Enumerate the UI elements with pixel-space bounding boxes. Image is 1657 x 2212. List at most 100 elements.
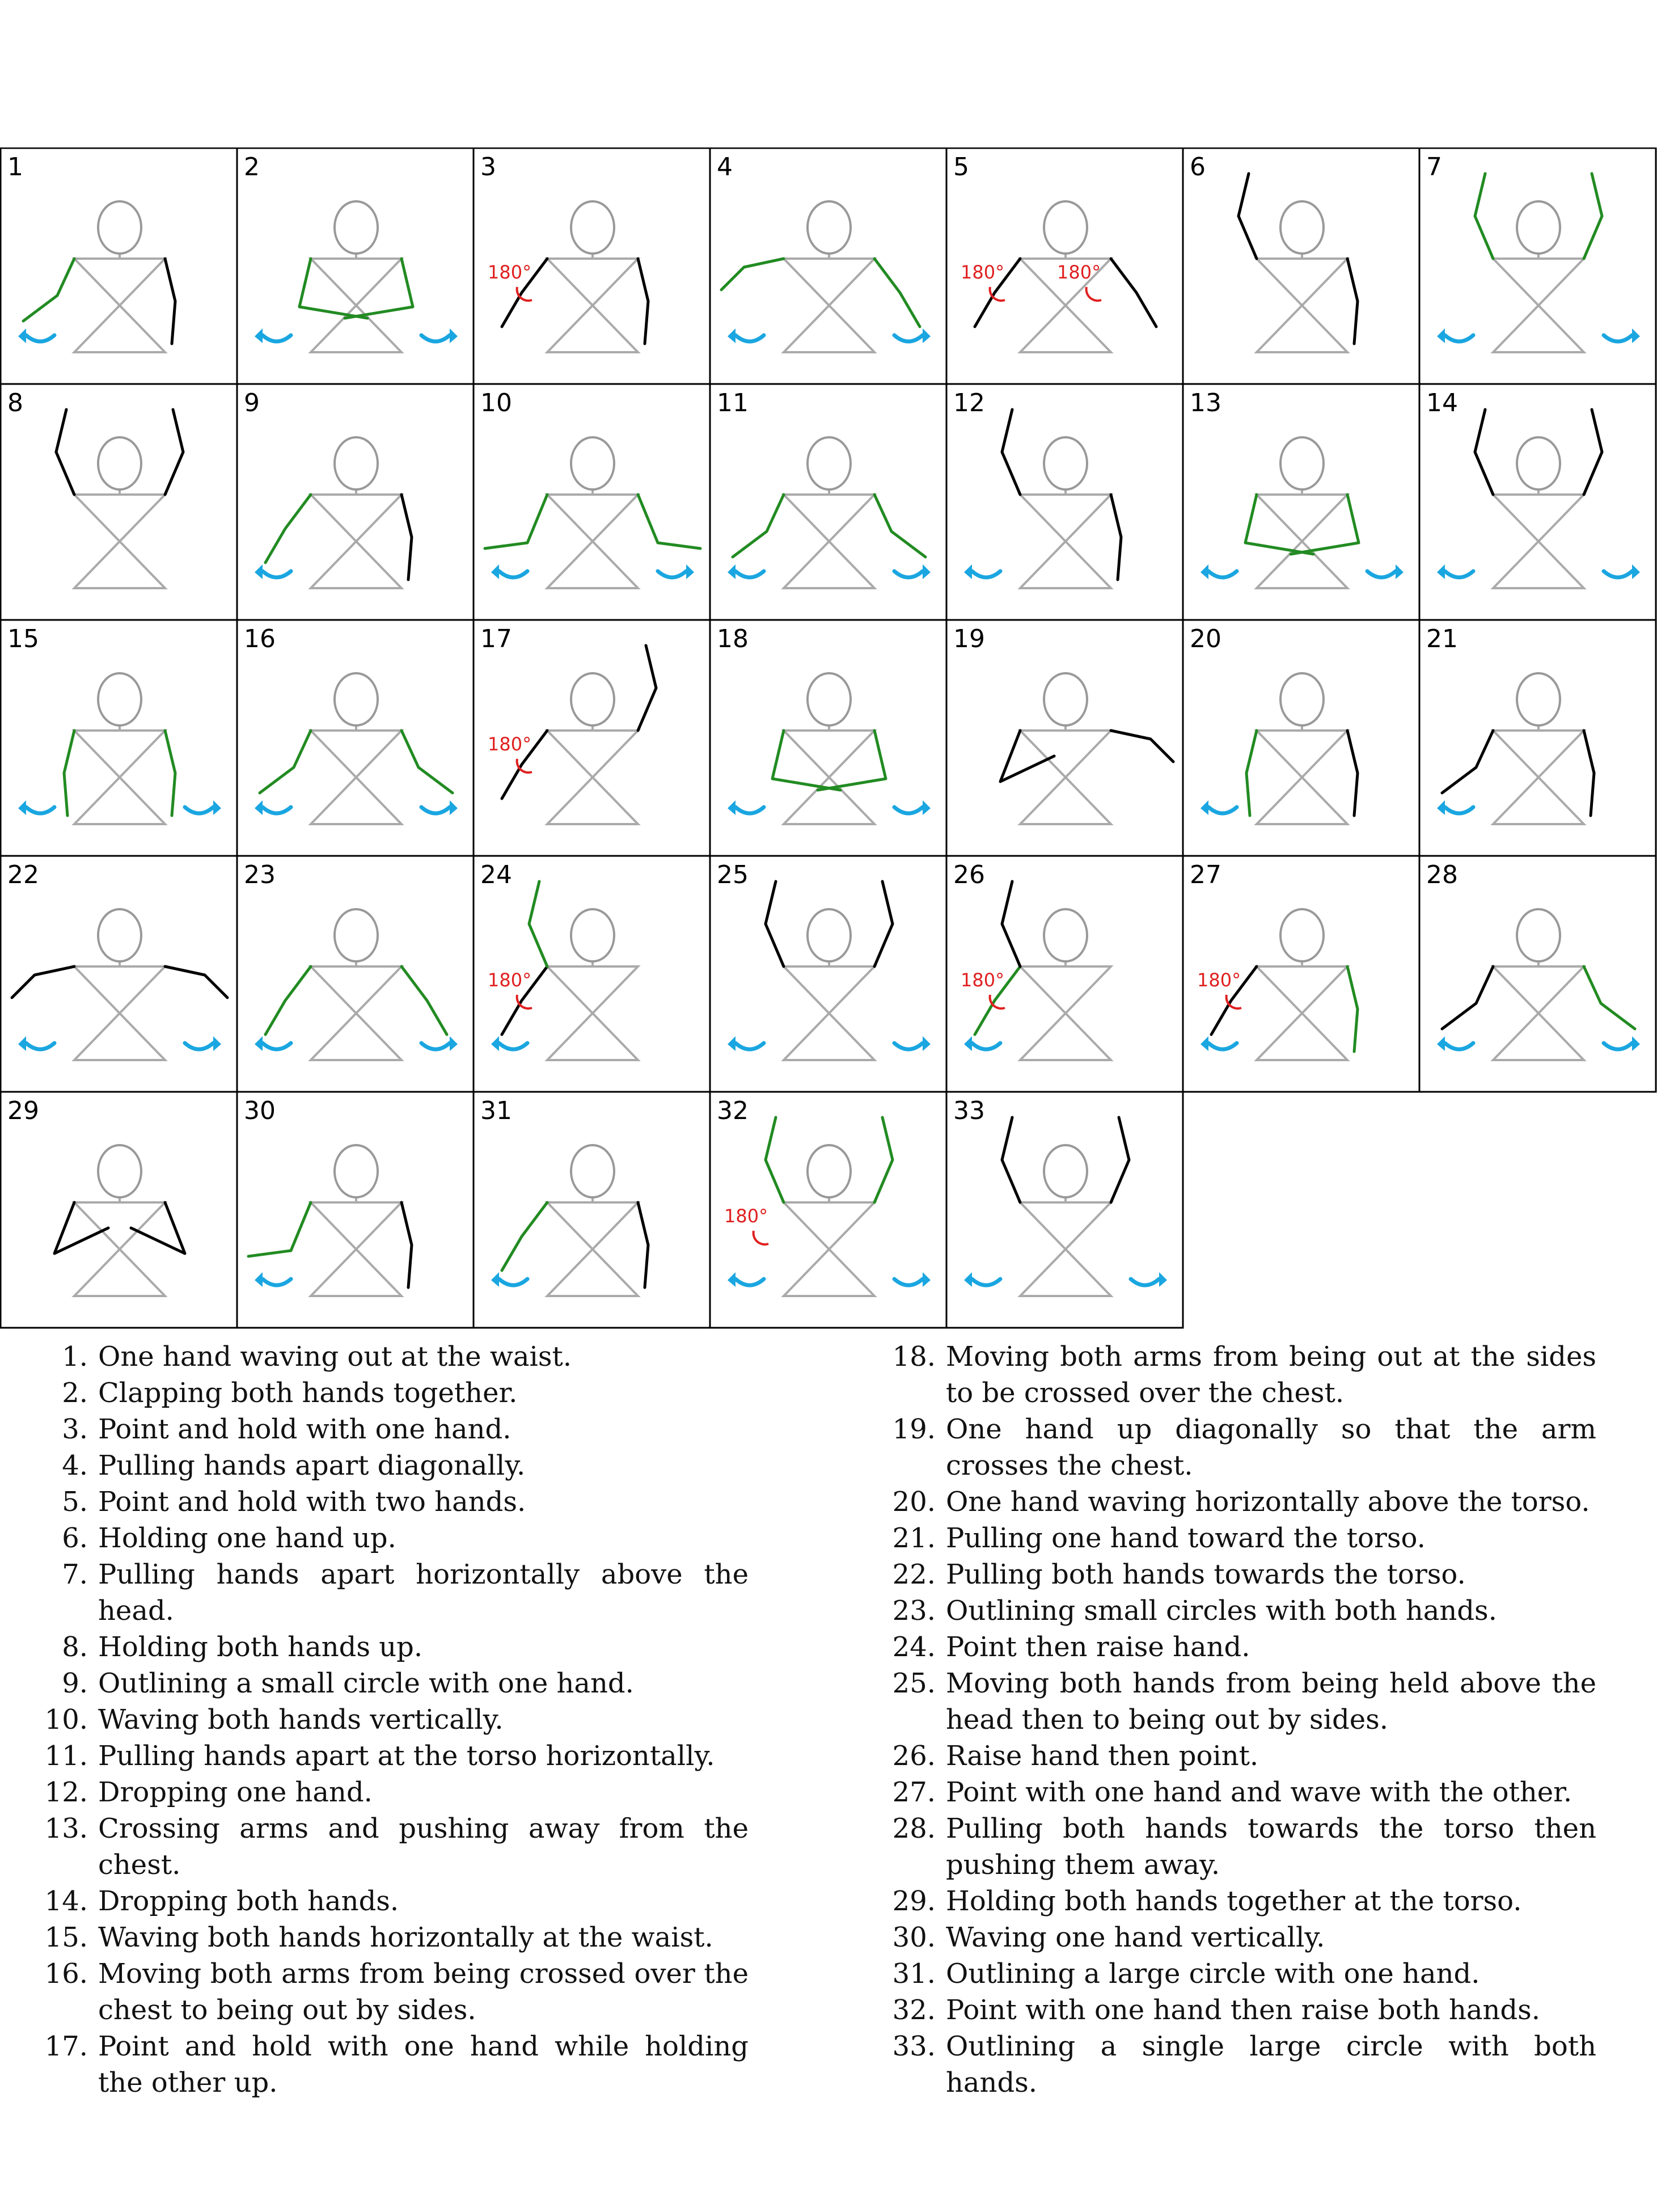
cell-number: 8 xyxy=(7,389,23,417)
cell-border xyxy=(1,620,237,856)
cell-border xyxy=(1183,620,1419,856)
caption-item: 4. Pulling hands apart diagonally. xyxy=(34,1447,749,1484)
caption-number: 14. xyxy=(34,1883,98,1919)
caption-text: Raise hand then point. xyxy=(946,1738,1596,1774)
captions-right-column: 18. Moving both arms from being out at th… xyxy=(882,1339,1596,2101)
caption-text: Waving one hand vertically. xyxy=(946,1919,1596,1956)
caption-item: 31. Outlining a large circle with one han… xyxy=(882,1956,1596,1992)
gesture-cell: 18 xyxy=(710,620,946,856)
figure-head xyxy=(335,201,378,254)
caption-item: 17. Point and hold with one hand while ho… xyxy=(34,2028,749,2101)
caption-number: 3. xyxy=(34,1411,98,1447)
caption-text: Outlining small circles with both hands. xyxy=(946,1593,1596,1629)
caption-item: 5. Point and hold with two hands. xyxy=(34,1484,749,1520)
cell-border xyxy=(1419,856,1656,1092)
cell-number: 30 xyxy=(244,1096,276,1125)
cell-number: 33 xyxy=(953,1096,985,1125)
caption-text: Pulling both hands towards the torso. xyxy=(946,1556,1596,1593)
caption-item: 8. Holding both hands up. xyxy=(34,1629,749,1665)
caption-text: Point with one hand then raise both hand… xyxy=(946,1992,1596,2028)
figure-head xyxy=(571,673,614,725)
caption-number: 7. xyxy=(34,1556,98,1629)
figure-head xyxy=(1044,1145,1087,1197)
caption-number: 18. xyxy=(882,1339,946,1411)
gesture-cell: 1 xyxy=(1,148,237,384)
cell-number: 4 xyxy=(717,153,733,181)
gesture-cell: 28 xyxy=(1419,856,1656,1092)
angle-label: 180° xyxy=(724,1205,768,1227)
caption-item: 20. One hand waving horizontally above th… xyxy=(882,1484,1596,1520)
cell-number: 22 xyxy=(7,860,39,889)
caption-item: 26. Raise hand then point. xyxy=(882,1738,1596,1774)
cell-border xyxy=(946,384,1183,620)
gesture-cell: 10 xyxy=(474,384,710,620)
gesture-cell: 19 xyxy=(946,620,1183,856)
cell-border xyxy=(946,1092,1183,1328)
caption-number: 17. xyxy=(34,2028,98,2101)
caption-number: 22. xyxy=(882,1556,946,1593)
caption-text: Point and hold with two hands. xyxy=(98,1484,749,1520)
caption-item: 6. Holding one hand up. xyxy=(34,1520,749,1556)
angle-label: 180° xyxy=(961,969,1004,991)
caption-number: 2. xyxy=(34,1375,98,1411)
caption-text: Moving both arms from being crossed over… xyxy=(98,1956,749,2028)
cell-number: 18 xyxy=(717,624,749,653)
figure-head xyxy=(98,201,141,254)
caption-text: Holding both hands up. xyxy=(98,1629,749,1665)
figure-head xyxy=(571,437,614,489)
cell-number: 19 xyxy=(953,624,985,653)
caption-item: 15. Waving both hands horizontally at the… xyxy=(34,1919,749,1956)
caption-item: 9. Outlining a small circle with one hand… xyxy=(34,1665,749,1702)
cell-number: 29 xyxy=(7,1096,39,1125)
caption-item: 3. Point and hold with one hand. xyxy=(34,1411,749,1447)
cell-border xyxy=(1183,384,1419,620)
gesture-cell: 25 xyxy=(710,856,946,1092)
caption-text: Dropping one hand. xyxy=(98,1774,749,1810)
cell-number: 20 xyxy=(1190,624,1221,653)
caption-text: Moving both arms from being out at the s… xyxy=(946,1339,1596,1411)
caption-number: 25. xyxy=(882,1665,946,1738)
gesture-cell: 30 xyxy=(237,1092,474,1328)
caption-text: Point then raise hand. xyxy=(946,1629,1596,1665)
captions-left-column: 1. One hand waving out at the waist. 2. Cla… xyxy=(34,1339,749,2101)
caption-item: 10. Waving both hands vertically. xyxy=(34,1702,749,1738)
caption-text: One hand waving out at the waist. xyxy=(98,1339,749,1375)
gesture-cell: 32180° xyxy=(710,1092,946,1328)
cell-number: 31 xyxy=(480,1096,512,1125)
cell-number: 15 xyxy=(7,624,39,653)
gesture-cell: 16 xyxy=(237,620,474,856)
caption-number: 16. xyxy=(34,1956,98,2028)
caption-text: One hand up diagonally so that the arm c… xyxy=(946,1411,1596,1484)
gesture-cell: 22 xyxy=(1,856,237,1092)
gesture-cell: 21 xyxy=(1419,620,1656,856)
caption-item: 23. Outlining small circles with both han… xyxy=(882,1593,1596,1629)
caption-number: 11. xyxy=(34,1738,98,1774)
caption-item: 28. Pulling both hands towards the torso … xyxy=(882,1810,1596,1883)
gesture-cell: 31 xyxy=(474,1092,710,1328)
figure-head xyxy=(335,1145,378,1197)
cell-number: 16 xyxy=(244,624,276,653)
cell-border xyxy=(1,1092,237,1328)
cell-border xyxy=(237,384,474,620)
caption-number: 28. xyxy=(882,1810,946,1883)
cell-border xyxy=(1,384,237,620)
figure-head xyxy=(571,909,614,961)
gesture-cell: 15 xyxy=(1,620,237,856)
figure-head xyxy=(808,673,851,725)
cell-number: 24 xyxy=(480,860,512,889)
figure-head xyxy=(335,437,378,489)
cell-border xyxy=(237,148,474,384)
figure-head xyxy=(335,673,378,725)
figure-head xyxy=(1280,909,1324,961)
cell-number: 27 xyxy=(1190,860,1221,889)
caption-number: 26. xyxy=(882,1738,946,1774)
caption-number: 12. xyxy=(34,1774,98,1810)
caption-number: 27. xyxy=(882,1774,946,1810)
caption-text: Point and hold with one hand while holdi… xyxy=(98,2028,749,2101)
caption-number: 31. xyxy=(882,1956,946,1992)
gesture-captions: 1. One hand waving out at the waist. 2. Cla… xyxy=(0,1339,1657,2076)
cell-number: 11 xyxy=(717,389,749,417)
gesture-cell: 2 xyxy=(237,148,474,384)
caption-number: 19. xyxy=(882,1411,946,1484)
caption-item: 24. Point then raise hand. xyxy=(882,1629,1596,1665)
